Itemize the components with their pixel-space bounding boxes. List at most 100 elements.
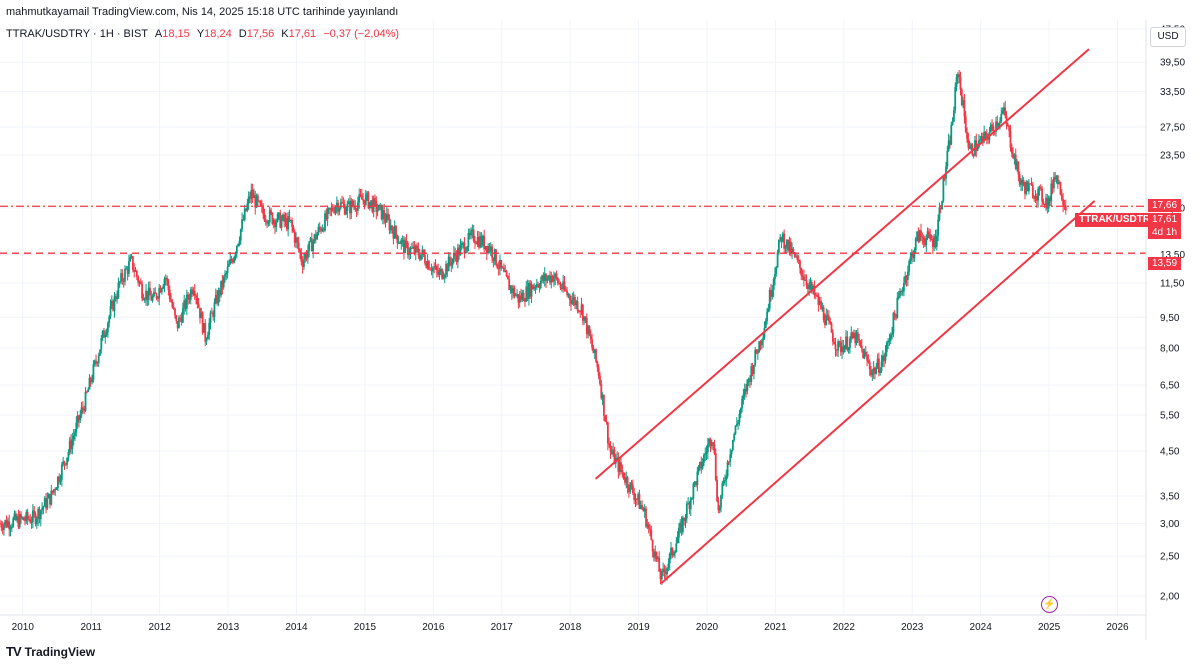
candle-body	[192, 290, 195, 295]
time-tick-label: 2017	[491, 622, 514, 633]
candle-body	[1017, 161, 1020, 175]
candle-body	[767, 308, 770, 312]
candle-body	[960, 89, 963, 105]
candle-body	[574, 297, 576, 306]
candle-body	[372, 198, 375, 213]
candle-body	[264, 220, 267, 222]
candle-body	[709, 439, 712, 447]
candle-body	[910, 252, 913, 257]
candle-body	[946, 150, 949, 167]
candle-body	[660, 570, 663, 580]
candle-body	[335, 202, 338, 207]
candle-body	[396, 235, 399, 243]
candle-body	[959, 77, 962, 90]
candle-body	[209, 312, 212, 324]
candle-body	[10, 526, 13, 528]
candle-body	[983, 131, 986, 142]
footer-brand[interactable]: TV TradingView	[6, 644, 95, 659]
candle-body	[410, 247, 413, 249]
candle-body	[328, 207, 330, 209]
candle-body	[734, 425, 737, 435]
symbol-label[interactable]: TTRAK/USDTRY · 1H · BIST	[6, 28, 148, 40]
candle-body	[208, 323, 211, 336]
currency-button[interactable]: USD	[1150, 27, 1186, 47]
candle-body	[1045, 197, 1047, 205]
candle-body	[255, 195, 258, 208]
candle-body	[224, 274, 226, 277]
candle-body	[83, 408, 86, 411]
candle-body	[420, 254, 422, 260]
candle-body	[839, 342, 842, 352]
candle-body	[203, 323, 205, 333]
candle-body	[217, 290, 220, 304]
candle-body	[525, 286, 528, 302]
candle-body	[529, 282, 532, 297]
candle-body	[788, 241, 791, 251]
candle-body	[466, 246, 468, 252]
candle-body	[785, 239, 788, 248]
candle-body	[991, 124, 993, 127]
candle-body	[31, 510, 34, 522]
candle-body	[445, 264, 447, 275]
candle-body	[4, 520, 7, 525]
candle-body	[404, 240, 407, 253]
candle-body	[795, 256, 797, 258]
candle-body	[393, 226, 396, 239]
candle-body	[593, 349, 596, 354]
candle-body	[1028, 183, 1030, 192]
candle-body	[238, 240, 241, 244]
candle-body	[567, 294, 570, 296]
candle-body	[575, 301, 578, 306]
candle-body	[942, 177, 945, 202]
candle-body	[596, 361, 599, 368]
candle-body	[996, 121, 999, 127]
candle-body	[806, 285, 809, 289]
candle-body	[26, 511, 29, 519]
lightning-icon[interactable]: ⚡	[1041, 596, 1058, 613]
candle-body	[539, 280, 542, 288]
candle-body	[470, 231, 472, 236]
candle-body	[521, 292, 524, 300]
candle-body	[735, 423, 738, 426]
candle-body	[199, 307, 201, 319]
candle-body	[846, 336, 849, 351]
time-tick-label: 2023	[901, 622, 924, 633]
horizontal-lines	[0, 205, 1146, 254]
candle-body	[462, 242, 465, 244]
candle-body	[741, 398, 743, 409]
candle-body	[703, 454, 705, 463]
candle-body	[618, 462, 621, 472]
candle-body	[12, 518, 15, 527]
candle-body	[578, 310, 580, 312]
candle-body	[375, 200, 378, 213]
time-tick-label: 2022	[833, 622, 856, 633]
candle-body	[38, 508, 41, 520]
candle-body	[155, 293, 158, 298]
candle-body	[70, 440, 72, 450]
candle-body	[605, 421, 608, 423]
candle-body	[430, 269, 433, 272]
candle-body	[595, 349, 597, 362]
candle-body	[885, 342, 888, 353]
candle-body	[746, 379, 749, 392]
candle-body	[870, 369, 872, 376]
candle-body	[653, 551, 655, 558]
candle-body	[841, 346, 843, 352]
candle-body	[820, 300, 822, 310]
candle-body	[584, 316, 587, 318]
candle-body	[862, 348, 865, 359]
candle-body	[939, 207, 942, 210]
candle-body	[621, 469, 624, 473]
candle-body	[662, 568, 665, 571]
candle-body	[668, 553, 671, 564]
candle-body	[688, 503, 691, 510]
candle-body	[976, 147, 979, 151]
candle-body	[924, 242, 926, 246]
candle-body	[231, 260, 234, 263]
candle-body	[204, 323, 207, 342]
candle-body	[585, 317, 588, 334]
candle-body	[999, 121, 1001, 124]
candle-body	[766, 311, 768, 322]
candle-body	[1016, 161, 1018, 169]
